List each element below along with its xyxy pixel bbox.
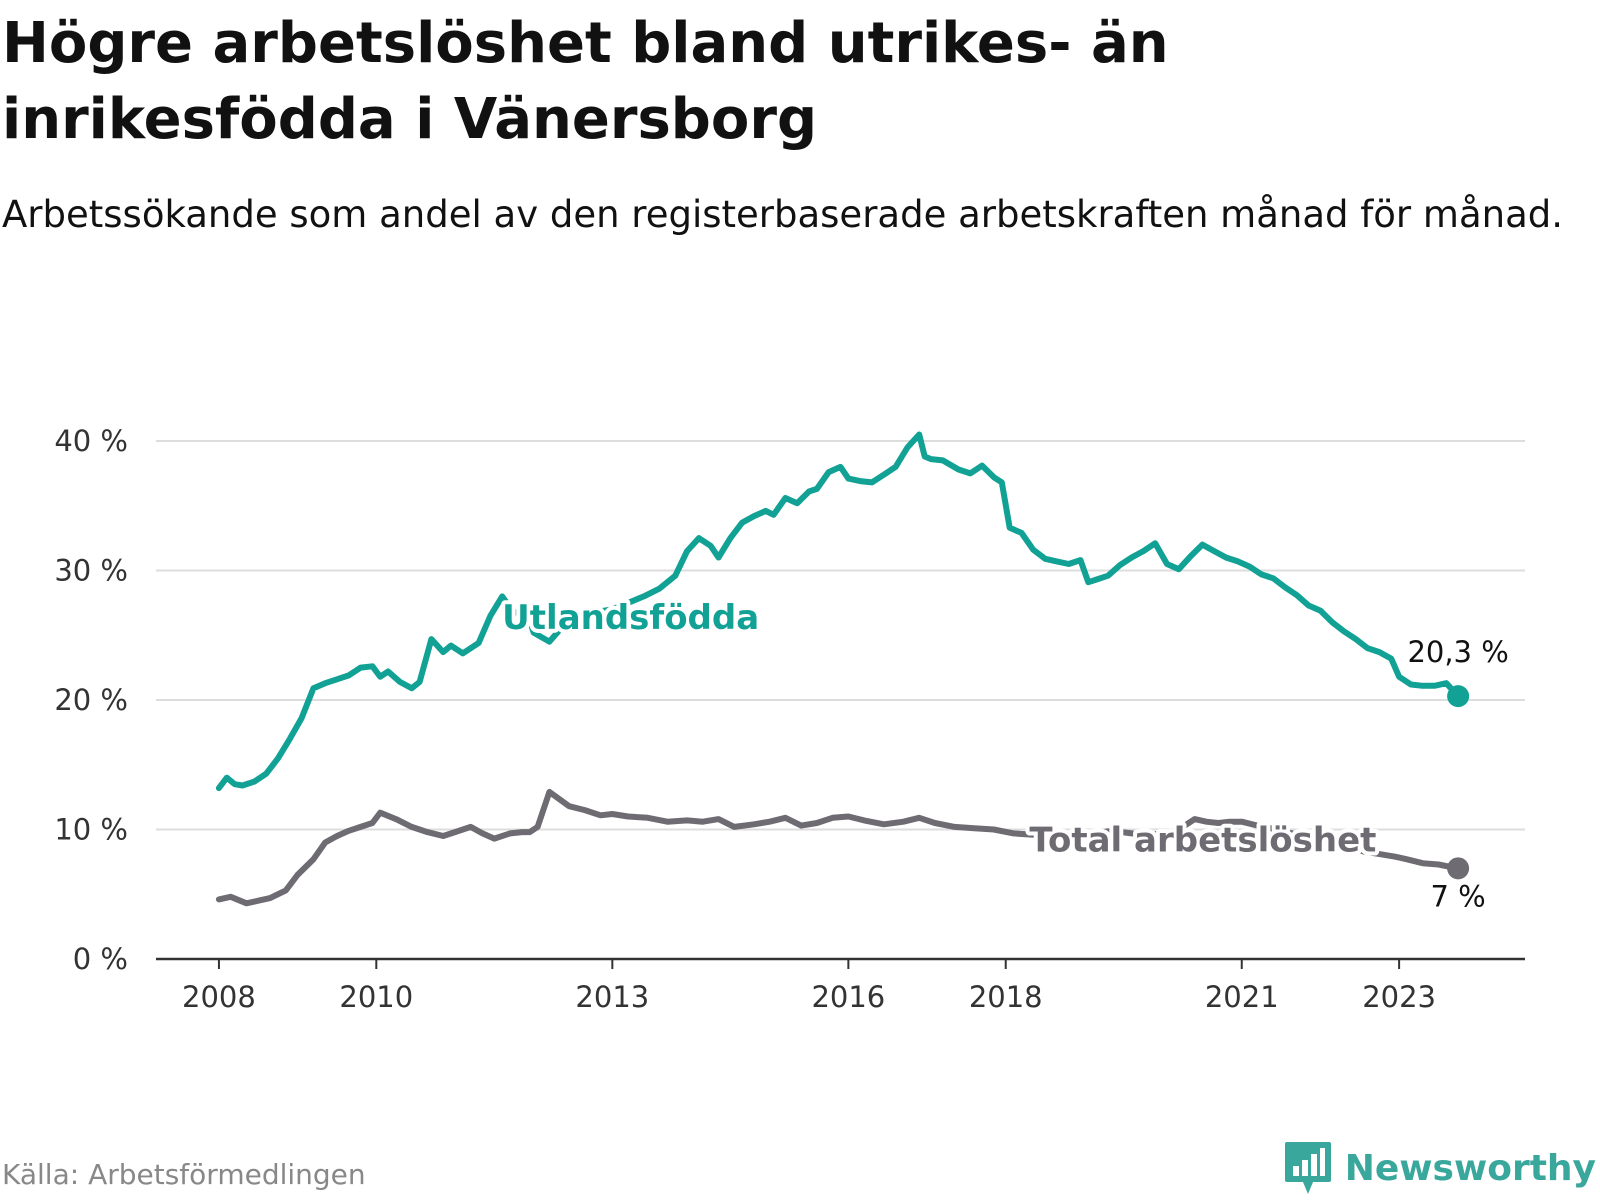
x-tick-label: 2021 [1205, 980, 1279, 1014]
chart-subtitle: Arbetssökande som andel av den registerb… [2, 193, 1563, 236]
end-point-marker [1447, 857, 1470, 880]
end-point-marker [1447, 685, 1470, 708]
y-tick-label: 30 % [54, 554, 128, 588]
x-tick-label: 2018 [969, 980, 1043, 1014]
series-line [215, 788, 1462, 907]
x-tick-label: 2023 [1362, 980, 1436, 1014]
chart-title: Högre arbetslöshet bland utrikes- än inr… [2, 11, 1169, 152]
y-tick-label: 0 % [73, 942, 128, 976]
y-tick-label: 40 % [54, 424, 128, 458]
end-value-label: 20,3 % [1407, 635, 1508, 669]
series-label: Utlandsfödda [502, 598, 759, 638]
brand-logo: Newsworthy [1283, 1140, 1596, 1196]
series-label: Total arbetslöshet [1029, 821, 1376, 861]
end-value-label: 7 % [1431, 879, 1486, 913]
x-tick-label: 2008 [182, 980, 256, 1014]
bar-chart-icon [1284, 1142, 1331, 1194]
x-tick-label: 2010 [339, 980, 413, 1014]
y-tick-label: 20 % [54, 683, 128, 717]
brand-name: Newsworthy [1344, 1147, 1596, 1189]
x-tick-label: 2013 [575, 980, 649, 1014]
source-note: Källa: Arbetsförmedlingen [2, 1158, 366, 1191]
series-line [215, 431, 1462, 792]
x-tick-label: 2016 [811, 980, 885, 1014]
y-tick-label: 10 % [54, 813, 128, 847]
